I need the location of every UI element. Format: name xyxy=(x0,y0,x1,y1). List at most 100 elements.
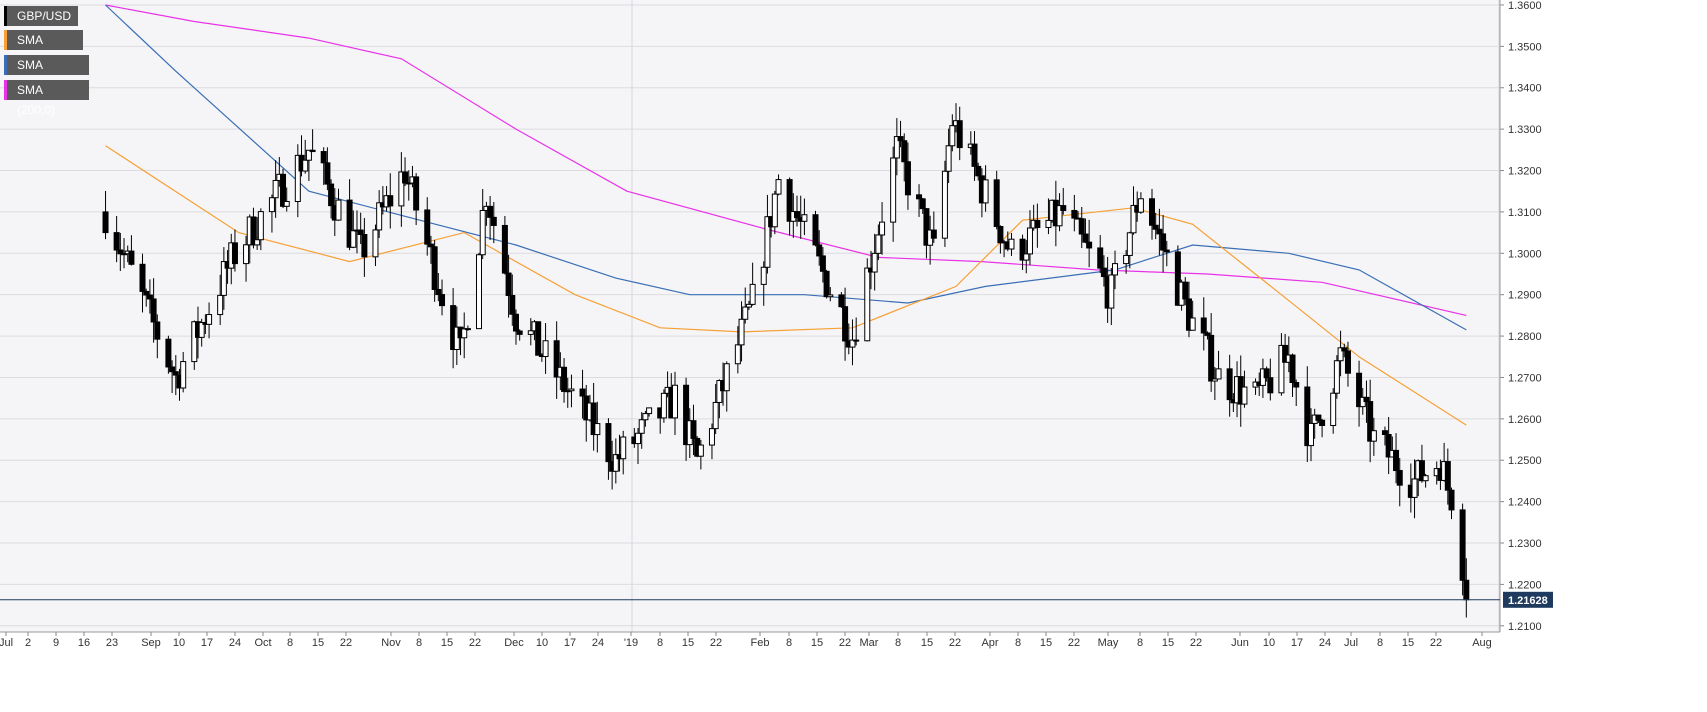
y-tick-label: 1.2700 xyxy=(1508,372,1542,384)
candle-body xyxy=(1112,263,1119,276)
candle-body xyxy=(1341,347,1348,352)
candle-body xyxy=(738,318,745,346)
candle-body xyxy=(272,179,279,199)
candle-body xyxy=(376,202,383,231)
candle-body xyxy=(191,321,198,363)
y-tick-label: 1.3600 xyxy=(1508,0,1542,12)
x-tick-label: 8 xyxy=(1377,637,1383,649)
candle-body xyxy=(527,330,534,335)
legend-item-sma200[interactable]: SMA (200,0) xyxy=(4,80,89,117)
y-tick-label: 1.2300 xyxy=(1508,538,1542,550)
candle-body xyxy=(568,388,575,392)
candle-body xyxy=(1008,238,1015,250)
candle-body xyxy=(172,371,179,376)
candle-body xyxy=(1267,377,1274,394)
candle-body xyxy=(930,229,937,239)
x-tick-label: 15 xyxy=(441,637,453,649)
candle-body xyxy=(102,211,109,234)
candle-body xyxy=(1226,368,1233,401)
candle-body xyxy=(1333,360,1340,394)
legend-item-sma50[interactable]: SMA (50,0) xyxy=(4,30,83,67)
candle-body xyxy=(745,303,752,308)
candle-body xyxy=(1215,368,1222,380)
candle-body xyxy=(302,159,309,172)
candle-body xyxy=(1444,461,1451,491)
candle-body xyxy=(424,209,431,245)
candle-body xyxy=(505,272,512,297)
candle-body xyxy=(542,340,549,358)
candle-body xyxy=(819,255,826,272)
candle-body xyxy=(328,183,335,207)
candle-body xyxy=(198,322,205,338)
candle-body xyxy=(1422,475,1429,482)
candle-body xyxy=(775,179,782,195)
candle-body xyxy=(1163,249,1170,253)
candle-body xyxy=(1097,247,1104,269)
candle-body xyxy=(461,328,468,339)
candle-body xyxy=(993,179,1000,228)
x-tick-label: 17 xyxy=(564,637,576,649)
x-tick-label: Nov xyxy=(381,637,401,649)
candle-body xyxy=(283,200,290,207)
candle-body xyxy=(180,361,187,389)
candle-body xyxy=(734,344,741,365)
x-tick-label: Jun xyxy=(1231,637,1249,649)
candle-body xyxy=(864,267,871,342)
candle-body xyxy=(786,179,793,222)
y-tick-label: 1.3400 xyxy=(1508,83,1542,95)
candle-body xyxy=(816,244,823,257)
candle-body xyxy=(879,221,886,236)
candle-body xyxy=(1411,478,1418,498)
candle-body xyxy=(919,198,926,210)
y-tick-label: 1.2800 xyxy=(1508,331,1542,343)
sma-200-line xyxy=(105,4,1467,316)
candle-body xyxy=(128,250,135,265)
candle-body xyxy=(897,136,904,142)
legend-item-sma100[interactable]: SMA (100,0) xyxy=(4,55,89,92)
candle-body xyxy=(923,208,930,246)
x-tick-label: 10 xyxy=(536,637,548,649)
candle-body xyxy=(1071,209,1078,219)
candle-body xyxy=(512,313,519,332)
candle-body xyxy=(1045,219,1052,228)
candle-body xyxy=(712,401,719,430)
legend-item-gbpusd[interactable]: GBP/USD xyxy=(4,6,78,26)
y-tick-label: 1.2400 xyxy=(1508,497,1542,509)
candle-body xyxy=(956,120,963,149)
candle-body xyxy=(165,338,172,368)
candle-body xyxy=(812,214,819,246)
x-tick-label: 15 xyxy=(312,637,324,649)
candle-body xyxy=(1278,344,1285,394)
x-tick-label: 22 xyxy=(949,637,961,649)
y-tick-label: 1.3300 xyxy=(1508,124,1542,136)
candle-body xyxy=(690,420,697,439)
candle-body xyxy=(1056,205,1063,227)
candle-body xyxy=(435,288,442,296)
candle-body xyxy=(708,428,715,446)
candle-body xyxy=(605,423,612,463)
x-tick-label: 8 xyxy=(657,637,663,649)
candle-body xyxy=(723,363,730,392)
candle-body xyxy=(143,290,150,296)
candle-body xyxy=(683,384,690,446)
candle-body xyxy=(487,205,494,218)
x-tick-label: 15 xyxy=(811,637,823,649)
y-tick-label: 1.2200 xyxy=(1508,579,1542,591)
x-tick-label: 15 xyxy=(1402,637,1414,649)
candle-body xyxy=(1160,233,1167,251)
candle-body xyxy=(997,226,1004,244)
candle-body xyxy=(1344,350,1351,374)
candle-body xyxy=(1304,386,1311,447)
candle-body xyxy=(1100,267,1107,278)
candle-body xyxy=(535,321,542,356)
candle-body xyxy=(1307,422,1314,447)
candle-body xyxy=(1356,372,1363,408)
candle-body xyxy=(121,253,128,256)
candle-body xyxy=(982,179,989,204)
candle-body xyxy=(1126,232,1133,256)
y-tick-label: 1.2500 xyxy=(1508,455,1542,467)
candle-body xyxy=(220,261,227,296)
candle-body xyxy=(1463,579,1470,601)
candle-body xyxy=(1363,396,1370,403)
